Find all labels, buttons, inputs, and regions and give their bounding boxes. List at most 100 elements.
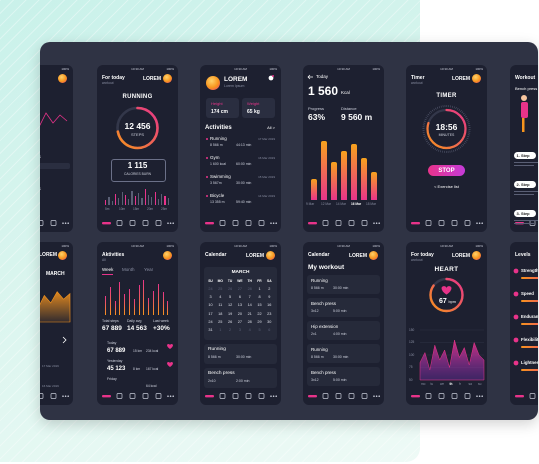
status-battery: 100% [269,244,277,248]
heart-rate-area [419,339,485,381]
x-tick-label: mo [421,382,426,386]
stat-label: Daily avg [127,319,142,323]
level-name: Endurance [521,314,538,319]
day-number: 18 [218,311,223,316]
nav-icon [64,395,67,397]
bar [114,194,117,205]
nav-icon [169,222,172,224]
nav-icon [438,393,445,399]
screen-title: Calendar [308,252,330,258]
status-battery: 100% [61,244,69,248]
step-pill [514,152,536,159]
nav-icon [322,220,329,226]
stat-value: +30% [153,325,170,332]
phone-screen: 10:30 AM 100% Today 1 560 Kcal Progress 63% Dis… [303,65,384,232]
day-number: 2 [268,287,271,291]
nav-icon [40,393,44,399]
bar [121,192,123,205]
day-number: 20 [237,311,242,316]
status-time: 10:30 AM [337,67,350,71]
activity-metric: 8 566 m [210,143,223,147]
calories-label: CALORIES BURN [124,172,151,176]
nav-icon [375,395,378,397]
x-tick-label: su [478,382,482,386]
user-subtitle: Lorem Ipsum [224,84,245,88]
stop-button[interactable] [428,165,465,176]
workout-time: 5:00 min [333,308,347,313]
workout-name: Bench press [311,300,337,306]
day-number: 25 [218,287,223,291]
level-icon [513,291,519,297]
workout-detail: 8 566 m [311,285,324,290]
text-line [514,165,534,167]
x-tick-label: 12 Mar [321,202,331,206]
nav-icon [308,395,317,398]
see-all: All > [267,125,275,130]
ring-arc [116,106,159,150]
stat-label: Height [211,101,223,106]
workout-name: Running [311,346,328,352]
status-battery: 100% [372,244,380,248]
day-number: 24 [208,287,213,291]
card [40,163,70,169]
workout-time: 5:00 min [333,377,347,382]
bar [119,281,121,315]
day-number: 16 [267,303,272,308]
status-battery: 100% [372,67,380,71]
user-name: LOREM [142,76,161,82]
event-detail: 2x10 [208,379,216,383]
x-tick-label: 9 Mar [306,202,315,206]
user-name: LOREM [40,252,58,258]
event-name: Bench press [208,370,235,376]
bar [138,285,140,315]
level-icon [513,268,519,274]
nav-icon [64,222,67,224]
ring-ticks [422,105,471,153]
section-title: TIMER [436,93,457,99]
day-number: 7 [248,295,251,300]
nav-icon [272,395,275,397]
nav-icon [476,222,478,224]
text-line [514,191,538,193]
stat-value: 65 kg [247,109,260,115]
day-number: 28 [247,287,252,291]
bar [129,288,131,315]
day-number: 11 [218,303,223,308]
stat-label: Distance [341,106,357,111]
activity-date: 15 Mar 2019 [258,174,275,179]
screen-subtitle: workout [411,258,423,262]
nav-icon [308,222,317,225]
status-battery: 100% [475,67,483,71]
x-tick-label: 16 Mar [351,202,362,206]
day-number: 9 [268,295,271,300]
text-line [514,162,538,164]
status-time: 10:30 AM [440,244,453,248]
day-number: 23 [267,311,272,316]
day-number: 4 [248,328,251,332]
y-tick-label: 150 [409,327,415,332]
event-name: Running [208,346,226,352]
bar [311,179,317,200]
activity-metric: 13 355 m [210,200,225,204]
x-tick-label: 20m [147,207,154,211]
day-number: 27 [237,287,242,291]
day-number: 1 [219,328,222,332]
stat-card [206,98,239,118]
stat-value: 14 563 [127,325,147,332]
activity-date: 16 Mar 2019 [258,155,275,160]
nav-icon [258,393,265,399]
activity-time: 44:13 min [236,143,252,147]
stat-value: 174 cm [211,109,228,115]
status-time: 10:30 AM [510,245,538,248]
bar [105,295,107,315]
screen-graphics [411,277,485,399]
stop-button-label: STOP [438,167,455,174]
stat-label: Total steps [102,319,119,323]
tab: Month [122,267,135,272]
day-number: 10 [208,303,213,308]
status-time: 10:30 AM [234,67,247,71]
x-tick-label: 5m [105,207,110,211]
